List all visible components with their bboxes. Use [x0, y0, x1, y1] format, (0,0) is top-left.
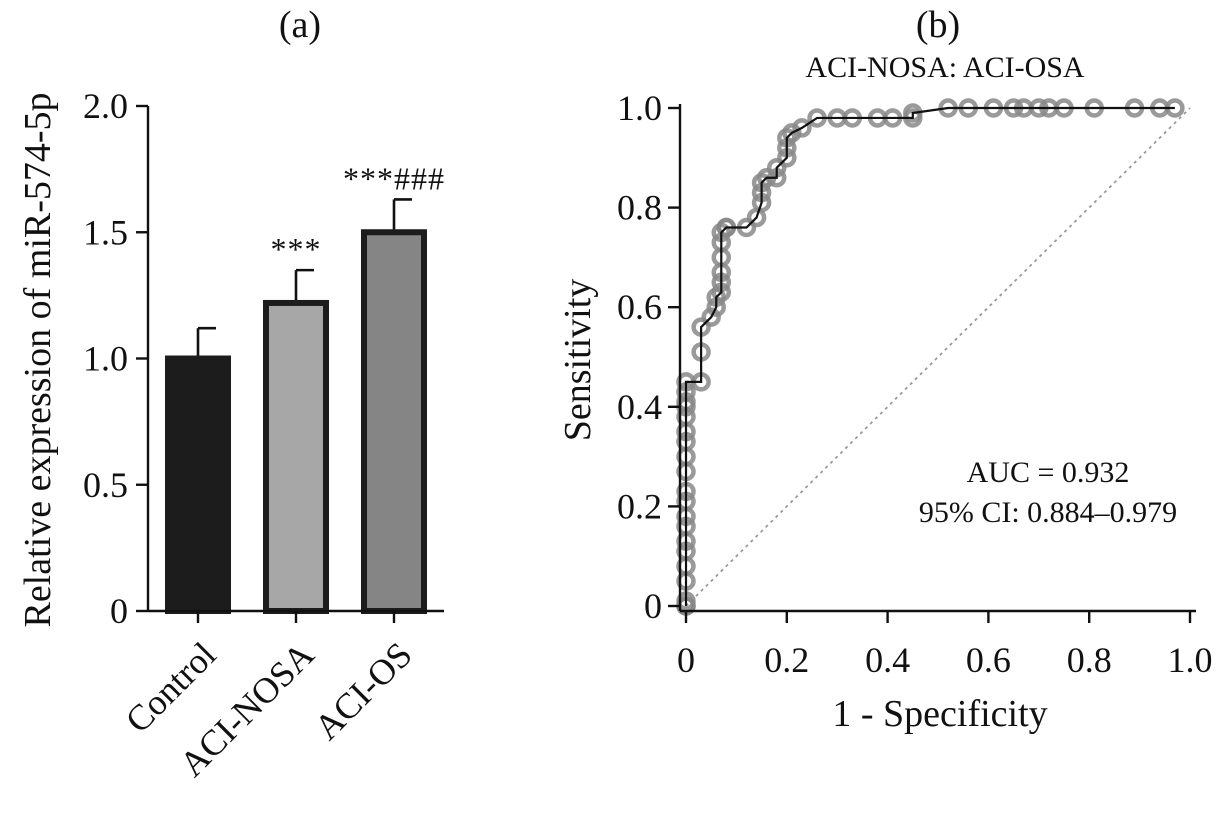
bar-y-tick-label: 1.5 [83, 212, 128, 252]
roc-x-tick-label: 0.6 [966, 640, 1011, 680]
roc-point [792, 118, 812, 138]
significance-label: ***### [343, 160, 445, 196]
panel-label-a: (a) [279, 4, 321, 46]
auc-text: AUC = 0.932 [967, 456, 1130, 489]
roc-y-tick-label: 0.4 [617, 387, 662, 427]
roc-x-tick-label: 1.0 [1168, 640, 1213, 680]
reference-diagonal-line [685, 107, 1191, 607]
bar [263, 299, 329, 614]
roc-y-tick-label: 1.0 [617, 88, 662, 128]
bar-y-tick-label: 1.0 [83, 339, 128, 379]
roc-y-axis-label: Sensitivity [557, 279, 599, 442]
bar-y-tick-label: 2.0 [83, 86, 128, 126]
bar [165, 355, 231, 614]
bar-chart-panel: (a) Relative expression of miR-574-5p **… [17, 4, 445, 784]
roc-title: ACI-NOSA: ACI-OSA [805, 51, 1085, 84]
roc-chart-panel: (b) ACI-NOSA: ACI-OSA Sensitivity 1 - Sp… [557, 4, 1213, 735]
bar-y-tick-label: 0 [110, 591, 128, 631]
roc-y-tick-label: 0.8 [617, 188, 662, 228]
roc-x-tick-label: 0.2 [764, 640, 809, 680]
roc-curve-line [684, 106, 1175, 606]
roc-x-tick-label: 0.4 [865, 640, 910, 680]
significance-label: *** [271, 231, 322, 267]
bar-y-tick-label: 0.5 [83, 465, 128, 505]
roc-y-tick-label: 0.6 [617, 287, 662, 327]
roc-y-tick-label: 0 [644, 586, 662, 626]
roc-x-axis-label: 1 - Specificity [832, 693, 1047, 735]
bar-y-axis-label: Relative expression of miR-574-5p [17, 92, 59, 627]
roc-x-tick-label: 0.8 [1067, 640, 1112, 680]
roc-x-tick-label: 0 [677, 640, 695, 680]
panel-label-b: (b) [916, 4, 960, 46]
ci-text: 95% CI: 0.884–0.979 [919, 496, 1177, 529]
category-label: ACI-OS [307, 634, 420, 747]
bar [361, 229, 427, 614]
roc-y-tick-label: 0.2 [617, 486, 662, 526]
